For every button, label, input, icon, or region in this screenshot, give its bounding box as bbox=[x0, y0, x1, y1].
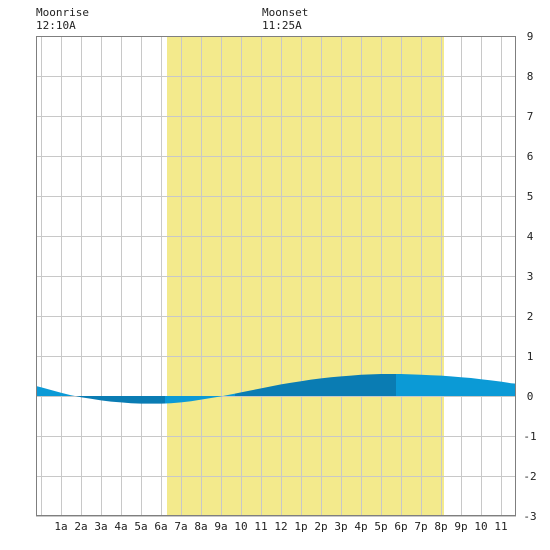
x-tick-label: 4a bbox=[114, 520, 127, 533]
x-tick-label: 8a bbox=[194, 520, 207, 533]
y-tick-label: -1 bbox=[523, 430, 536, 443]
tide-area bbox=[235, 374, 396, 396]
x-tick-label: 1p bbox=[294, 520, 307, 533]
x-tick-label: 7p bbox=[414, 520, 427, 533]
x-tick-label: 6p bbox=[394, 520, 407, 533]
y-tick-label: 2 bbox=[527, 310, 534, 323]
x-tick-label: 11 bbox=[494, 520, 507, 533]
y-tick-label: 3 bbox=[527, 270, 534, 283]
plot-frame bbox=[36, 36, 516, 516]
x-tick-label: 1a bbox=[54, 520, 67, 533]
x-tick-label: 2p bbox=[314, 520, 327, 533]
x-tick-label: 7a bbox=[174, 520, 187, 533]
y-tick-label: 9 bbox=[527, 30, 534, 43]
x-tick-label: 9a bbox=[214, 520, 227, 533]
tide-area bbox=[36, 386, 77, 397]
moonset-label: Moonset bbox=[262, 6, 309, 19]
x-tick-label: 9p bbox=[454, 520, 467, 533]
x-tick-label: 12 bbox=[274, 520, 287, 533]
x-tick-label: 3p bbox=[334, 520, 347, 533]
y-tick-label: -3 bbox=[523, 510, 536, 523]
tide-area bbox=[165, 393, 235, 404]
x-tick-label: 11 bbox=[254, 520, 267, 533]
y-tick-label: 1 bbox=[527, 350, 534, 363]
x-tick-label: 5a bbox=[134, 520, 147, 533]
y-tick-label: 7 bbox=[527, 110, 534, 123]
x-tick-label: 10 bbox=[474, 520, 487, 533]
x-tick-label: 3a bbox=[94, 520, 107, 533]
moonrise-label: Moonrise bbox=[36, 6, 89, 19]
tide-area bbox=[77, 396, 165, 404]
tide-area bbox=[396, 374, 516, 396]
y-tick-label: 5 bbox=[527, 190, 534, 203]
y-tick-label: 6 bbox=[527, 150, 534, 163]
moonset-time: 11:25A bbox=[262, 19, 302, 32]
x-tick-label: 10 bbox=[234, 520, 247, 533]
y-tick-label: 0 bbox=[527, 390, 534, 403]
y-tick-label: 8 bbox=[527, 70, 534, 83]
y-tick-label: -2 bbox=[523, 470, 536, 483]
x-tick-label: 5p bbox=[374, 520, 387, 533]
x-tick-label: 6a bbox=[154, 520, 167, 533]
x-tick-label: 8p bbox=[434, 520, 447, 533]
moonrise-time: 12:10A bbox=[36, 19, 76, 32]
x-tick-label: 2a bbox=[74, 520, 87, 533]
y-tick-label: 4 bbox=[527, 230, 534, 243]
x-tick-label: 4p bbox=[354, 520, 367, 533]
